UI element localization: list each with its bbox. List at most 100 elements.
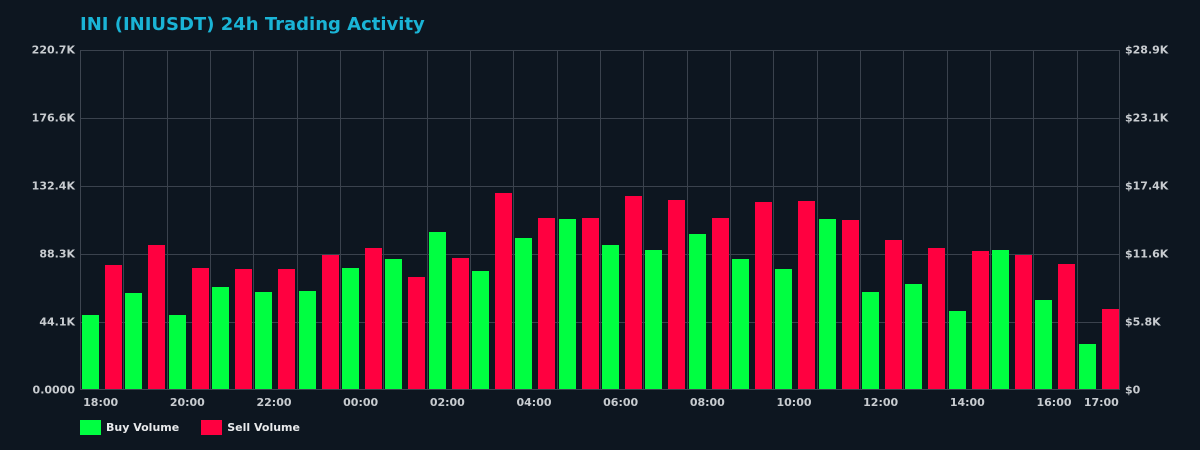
buy-volume-bar[interactable]	[82, 315, 99, 389]
y-tick-left: 132.4K	[31, 179, 75, 193]
v-gridline	[600, 50, 601, 389]
v-gridline	[990, 50, 991, 389]
sell-volume-bar[interactable]	[408, 277, 426, 389]
y-tick-left: 44.1K	[39, 315, 75, 329]
y-tick-left: 220.7K	[31, 43, 75, 57]
buy-volume-bar[interactable]	[472, 271, 489, 389]
x-tick: 10:00	[776, 396, 812, 409]
sell-volume-bar[interactable]	[841, 220, 859, 389]
v-gridline	[470, 50, 471, 389]
x-tick: 14:00	[949, 396, 985, 409]
y-tick-left: 0.0000	[32, 383, 75, 397]
sell-volume-bar[interactable]	[581, 218, 599, 389]
buy-volume-bar[interactable]	[992, 250, 1009, 389]
v-gridline	[686, 50, 688, 389]
buy-volume-bar[interactable]	[168, 315, 186, 389]
v-gridline	[860, 50, 861, 389]
x-tick: 20:00	[169, 396, 205, 409]
sell-volume-bar[interactable]	[451, 258, 469, 389]
v-gridline	[730, 50, 731, 389]
plot-area	[80, 50, 1120, 390]
sell-volume-bar[interactable]	[365, 248, 382, 389]
sell-volume-bar[interactable]	[191, 268, 209, 389]
buy-volume-bar[interactable]	[428, 232, 446, 389]
legend-item-buy[interactable]: Buy Volume	[80, 420, 179, 435]
v-gridline	[340, 50, 341, 389]
v-gridline	[383, 50, 385, 389]
buy-volume-bar[interactable]	[385, 258, 403, 389]
y-tick-right: $28.9K	[1125, 43, 1169, 57]
v-gridline	[773, 50, 775, 389]
v-gridline	[1033, 50, 1035, 389]
y-tick-left: 176.6K	[31, 111, 75, 125]
buy-volume-bar[interactable]	[1078, 344, 1096, 389]
sell-volume-bar[interactable]	[971, 250, 989, 389]
x-tick: 04:00	[516, 396, 552, 409]
v-gridline	[296, 50, 298, 389]
y-tick-right: $17.4K	[1125, 179, 1169, 193]
sell-volume-bar[interactable]	[711, 218, 729, 389]
v-gridline	[166, 50, 168, 389]
v-gridline	[253, 50, 255, 389]
v-gridline	[556, 50, 558, 389]
sell-volume-bar[interactable]	[148, 244, 166, 389]
buy-volume-bar[interactable]	[255, 291, 273, 389]
buy-volume-bar[interactable]	[515, 238, 533, 389]
sell-volume-bar[interactable]	[928, 248, 946, 389]
v-gridline	[426, 50, 428, 389]
sell-volume-bar[interactable]	[668, 199, 686, 389]
buy-volume-bar[interactable]	[818, 218, 836, 389]
x-tick: 17:00	[1083, 396, 1119, 409]
v-gridline	[513, 50, 515, 389]
buy-volume-bar[interactable]	[688, 234, 706, 389]
sell-volume-bar[interactable]	[278, 269, 296, 389]
sell-swatch	[201, 420, 223, 435]
sell-volume-bar[interactable]	[538, 218, 556, 389]
buy-volume-bar[interactable]	[645, 250, 663, 389]
sell-volume-bar[interactable]	[1015, 254, 1032, 389]
sell-volume-bar[interactable]	[755, 201, 772, 389]
buy-volume-bar[interactable]	[775, 269, 793, 389]
buy-volume-bar[interactable]	[212, 287, 229, 389]
v-gridline	[903, 50, 905, 389]
sell-volume-bar[interactable]	[495, 193, 512, 389]
y-tick-right: $5.8K	[1125, 315, 1161, 329]
sell-volume-bar[interactable]	[1058, 264, 1076, 389]
legend-item-sell[interactable]: Sell Volume	[201, 420, 300, 435]
v-gridline	[643, 50, 645, 389]
x-tick: 18:00	[83, 396, 119, 409]
x-tick: 02:00	[429, 396, 465, 409]
v-gridline	[816, 50, 818, 389]
buy-volume-bar[interactable]	[905, 283, 923, 389]
x-tick: 12:00	[863, 396, 899, 409]
buy-volume-bar[interactable]	[948, 311, 966, 389]
sell-volume-bar[interactable]	[885, 240, 902, 389]
v-gridline	[210, 50, 211, 389]
sell-volume-bar[interactable]	[105, 265, 122, 389]
sell-volume-bar[interactable]	[235, 269, 252, 389]
buy-volume-bar[interactable]	[862, 291, 879, 389]
buy-volume-bar[interactable]	[298, 291, 316, 389]
legend-label-buy: Buy Volume	[106, 421, 180, 434]
buy-volume-bar[interactable]	[125, 293, 143, 389]
y-tick-right: $23.1K	[1125, 111, 1169, 125]
buy-volume-bar[interactable]	[342, 268, 359, 389]
x-tick: 16:00	[1036, 396, 1072, 409]
sell-volume-bar[interactable]	[625, 195, 642, 389]
y-tick-right: $11.6K	[1125, 247, 1169, 261]
v-gridline	[123, 50, 125, 389]
v-gridline	[1076, 50, 1078, 389]
x-tick: 08:00	[689, 396, 725, 409]
x-tick: 22:00	[256, 396, 292, 409]
buy-volume-bar[interactable]	[732, 258, 749, 389]
legend-label-sell: Sell Volume	[227, 421, 300, 434]
sell-volume-bar[interactable]	[1101, 309, 1119, 389]
buy-volume-bar[interactable]	[1035, 299, 1053, 389]
buy-volume-bar[interactable]	[558, 218, 576, 389]
legend: Buy Volume Sell Volume	[80, 420, 322, 435]
chart-title: INI (INIUSDT) 24h Trading Activity	[80, 14, 425, 35]
buy-volume-bar[interactable]	[602, 244, 619, 389]
sell-volume-bar[interactable]	[798, 201, 816, 389]
sell-volume-bar[interactable]	[321, 254, 339, 389]
v-gridline	[946, 50, 948, 389]
